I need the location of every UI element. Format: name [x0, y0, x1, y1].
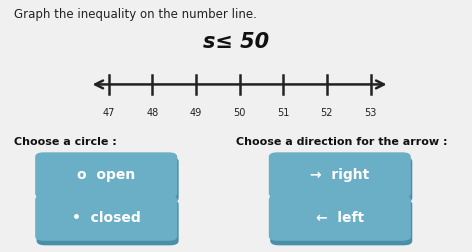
FancyBboxPatch shape	[270, 200, 413, 245]
Text: 49: 49	[190, 108, 202, 118]
Text: Graph the inequality on the number line.: Graph the inequality on the number line.	[14, 8, 257, 21]
Text: Choose a direction for the arrow :: Choose a direction for the arrow :	[236, 137, 447, 147]
Text: 48: 48	[146, 108, 158, 118]
Text: ←  left: ← left	[316, 211, 364, 225]
FancyBboxPatch shape	[37, 157, 179, 203]
Text: o  open: o open	[77, 168, 135, 182]
FancyBboxPatch shape	[35, 152, 177, 198]
FancyBboxPatch shape	[37, 200, 179, 245]
Text: 52: 52	[320, 108, 333, 118]
FancyBboxPatch shape	[269, 152, 411, 198]
FancyBboxPatch shape	[269, 195, 411, 241]
Text: •  closed: • closed	[72, 211, 141, 225]
Text: Choose a circle :: Choose a circle :	[14, 137, 117, 147]
Text: 47: 47	[102, 108, 115, 118]
FancyBboxPatch shape	[270, 157, 413, 203]
FancyBboxPatch shape	[35, 195, 177, 241]
Text: 50: 50	[233, 108, 246, 118]
Text: →  right: → right	[310, 168, 370, 182]
Text: 51: 51	[277, 108, 289, 118]
Text: s≤ 50: s≤ 50	[203, 32, 269, 51]
Text: 53: 53	[364, 108, 377, 118]
